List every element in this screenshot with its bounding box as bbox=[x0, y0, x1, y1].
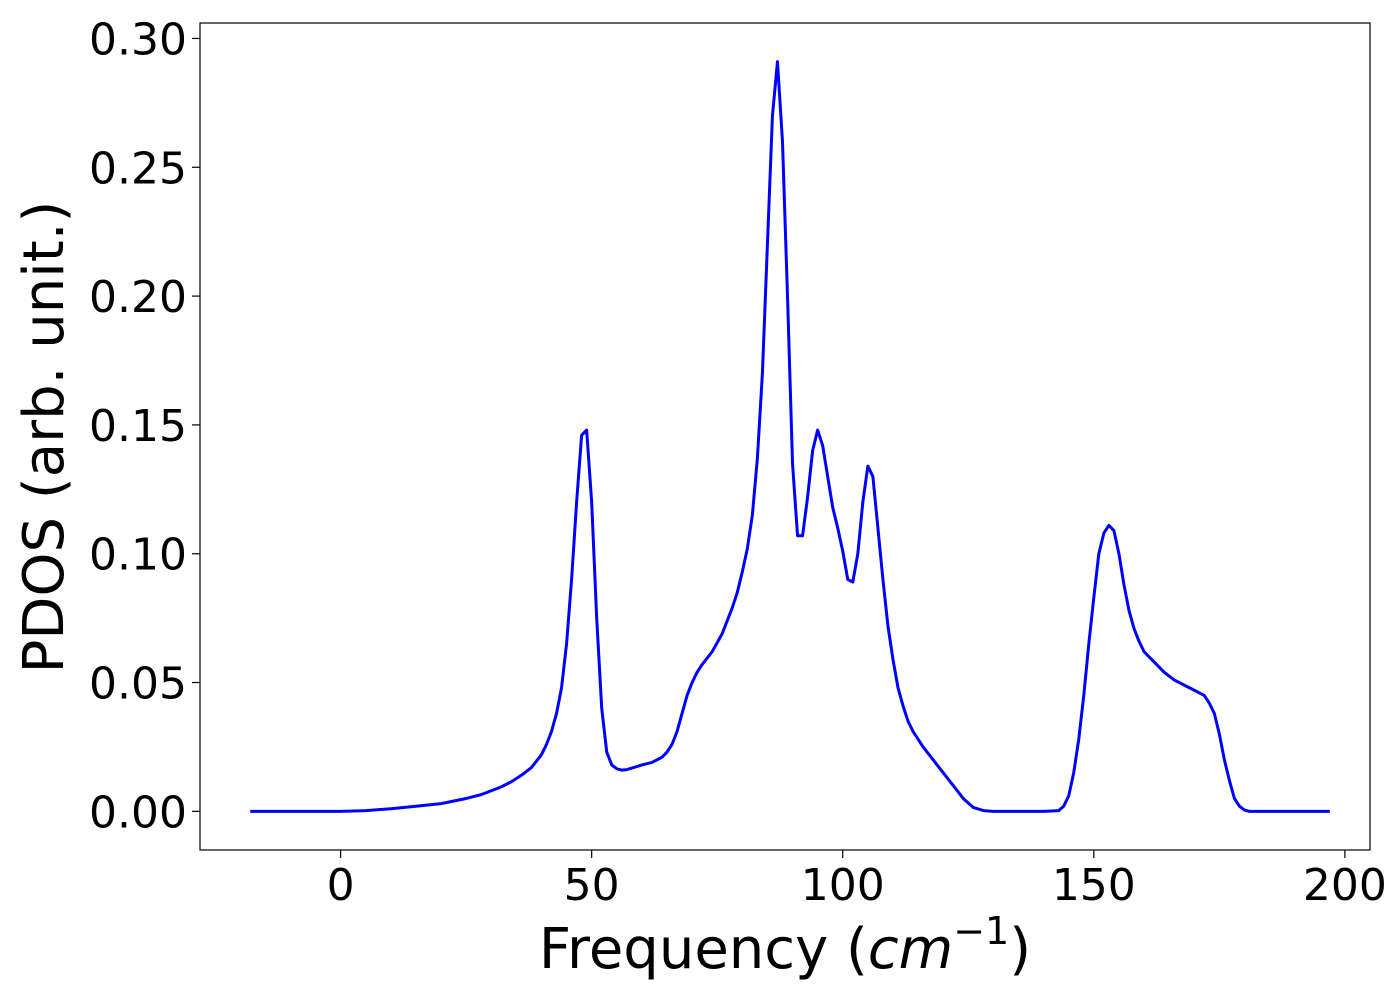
x-axis-unit: cm bbox=[868, 917, 953, 982]
ticks-layer: 0 50 100 150 200 0.00 0.05 0.10 0.15 0.20 0.25 0.30 bbox=[89, 14, 1387, 911]
y-tick-label: 0.05 bbox=[89, 659, 187, 710]
y-tick-label: 0.30 bbox=[89, 14, 187, 65]
x-axis-unit-exponent: −1 bbox=[953, 909, 1009, 953]
x-axis-title: Frequency (cm−1) bbox=[539, 909, 1031, 982]
y-tick-label: 0.25 bbox=[89, 143, 187, 194]
x-tick-label: 0 bbox=[327, 860, 355, 911]
y-axis-title: PDOS (arb. unit.) bbox=[12, 201, 77, 674]
x-tick-label: 50 bbox=[564, 860, 620, 911]
x-tick-label: 100 bbox=[801, 860, 885, 911]
pdos-series-line bbox=[250, 60, 1330, 813]
x-tick-label: 200 bbox=[1303, 860, 1387, 911]
x-tick-label: 150 bbox=[1052, 860, 1136, 911]
y-tick-label: 0.20 bbox=[89, 272, 187, 323]
y-tick-label: 0.00 bbox=[89, 787, 187, 838]
y-tick-label: 0.15 bbox=[89, 401, 187, 452]
plot-frame bbox=[199, 22, 1371, 851]
y-tick-label: 0.10 bbox=[89, 530, 187, 581]
